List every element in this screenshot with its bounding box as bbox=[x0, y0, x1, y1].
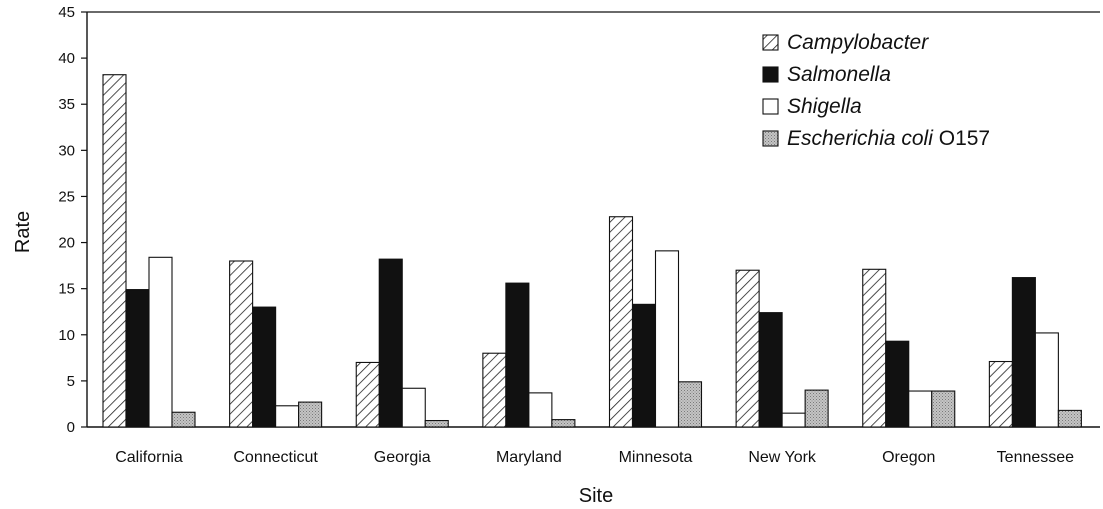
bar-campylobacter-maryland bbox=[482, 352, 507, 428]
bar-salmonella-maryland bbox=[505, 282, 530, 428]
y-tick-label: 20 bbox=[58, 235, 75, 252]
x-tick-label: New York bbox=[748, 449, 817, 466]
bar-shigella-tennessee bbox=[1034, 332, 1059, 428]
bar-shigella-connecticut bbox=[275, 405, 300, 428]
bar-salmonella-minnesota bbox=[631, 303, 657, 428]
axes: 0 5 10 15 20 25 30 35 40 45 bbox=[58, 4, 1100, 436]
bar-campylobacter-minnesota bbox=[608, 216, 634, 428]
bar-shigella-oregon bbox=[908, 390, 933, 428]
y-tick-label: 5 bbox=[67, 373, 75, 390]
y-axis-title: Rate bbox=[12, 211, 34, 253]
bar-shigella-minnesota bbox=[654, 250, 680, 428]
x-tick-label: Connecticut bbox=[233, 449, 318, 466]
bar-shigella-maryland bbox=[528, 392, 553, 428]
bar-campylobacter-tennessee bbox=[988, 360, 1013, 428]
y-tick-label: 40 bbox=[58, 50, 75, 67]
bar-escherichia-coli-california bbox=[171, 411, 196, 428]
bar-salmonella-california bbox=[125, 289, 150, 428]
bar-escherichia-coli-tennessee bbox=[1057, 409, 1082, 428]
y-tick-label: 45 bbox=[58, 4, 75, 21]
bar-escherichia-coli-maryland bbox=[551, 419, 576, 428]
x-axis-title: Site bbox=[579, 485, 613, 507]
bar-escherichia-coli-connecticut bbox=[298, 401, 323, 428]
bar-campylobacter-connecticut bbox=[229, 260, 254, 428]
y-tick-label: 10 bbox=[58, 327, 75, 344]
legend-swatch bbox=[762, 98, 779, 115]
x-tick-label: Oregon bbox=[882, 449, 935, 466]
bar-salmonella-oregon bbox=[885, 340, 910, 428]
bar-escherichia-coli-new-york bbox=[804, 389, 829, 428]
legend-swatch bbox=[762, 66, 779, 83]
x-tick-label: Maryland bbox=[496, 449, 562, 466]
y-tick-label: 30 bbox=[58, 142, 75, 159]
y-tick-label: 35 bbox=[58, 96, 75, 113]
bar-escherichia-coli-georgia bbox=[424, 419, 449, 428]
bar-campylobacter-california bbox=[102, 74, 127, 428]
bar-campylobacter-oregon bbox=[862, 268, 887, 428]
legend-label: Salmonella bbox=[787, 63, 891, 86]
y-tick-label: 25 bbox=[58, 188, 75, 205]
legend-swatch bbox=[762, 130, 779, 147]
bars: California Connecticut Georgia Maryland Minn… bbox=[102, 74, 1082, 466]
bar-salmonella-tennessee bbox=[1011, 277, 1036, 428]
x-tick-label: Georgia bbox=[374, 449, 431, 466]
bar-escherichia-coli-minnesota bbox=[677, 381, 703, 428]
legend-label: Shigella bbox=[787, 95, 862, 118]
axis-labels: Rate Site bbox=[12, 211, 613, 507]
bar-shigella-georgia bbox=[401, 387, 426, 428]
bar-campylobacter-new-york bbox=[735, 269, 760, 428]
y-tick-label: 15 bbox=[58, 281, 75, 298]
bar-campylobacter-georgia bbox=[355, 361, 380, 428]
x-tick-label: Tennessee bbox=[997, 449, 1074, 466]
legend: Campylobacter Salmonella Shigella Escherich… bbox=[762, 31, 990, 150]
bar-salmonella-new-york bbox=[758, 312, 783, 428]
x-tick-label: Minnesota bbox=[619, 449, 693, 466]
x-tick-label: California bbox=[115, 449, 183, 466]
bar-escherichia-coli-oregon bbox=[931, 390, 956, 428]
legend-label: Campylobacter bbox=[787, 31, 929, 54]
bar-shigella-california bbox=[148, 256, 173, 428]
bar-shigella-new-york bbox=[781, 412, 806, 428]
legend-label: Escherichia coli O157 bbox=[787, 127, 990, 150]
bar-salmonella-georgia bbox=[378, 258, 403, 428]
y-tick-label: 0 bbox=[67, 419, 75, 436]
legend-swatch bbox=[762, 34, 779, 51]
bar-salmonella-connecticut bbox=[252, 306, 277, 428]
